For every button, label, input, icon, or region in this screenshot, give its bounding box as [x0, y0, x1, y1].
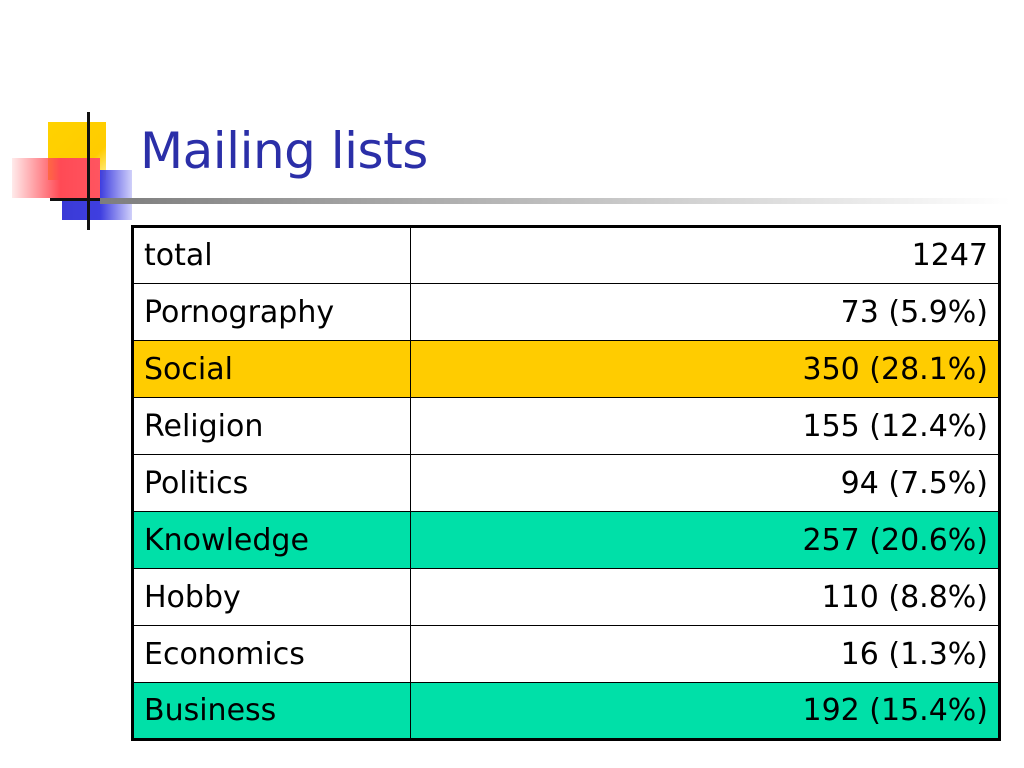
row-label: Religion [132, 397, 411, 455]
row-value: 110 (8.8%) [410, 568, 1000, 626]
row-value: 1247 [410, 226, 1000, 284]
mailing-lists-table: total 1247 Pornography 73 (5.9%) Social … [131, 225, 1001, 741]
row-label: Knowledge [132, 511, 411, 569]
table-row: Knowledge 257 (20.6%) [132, 511, 1000, 569]
table-row: Business 192 (15.4%) [132, 682, 1000, 740]
row-label: Hobby [132, 568, 411, 626]
table-row: Religion 155 (12.4%) [132, 397, 1000, 455]
logo-horizontal-line [50, 198, 130, 201]
table-row: Hobby 110 (8.8%) [132, 568, 1000, 626]
row-label: Politics [132, 454, 411, 512]
row-label: Social [132, 340, 411, 398]
row-label: Pornography [132, 283, 411, 341]
slide-logo-decoration [0, 0, 140, 240]
slide-title: Mailing lists [140, 122, 428, 180]
row-value: 16 (1.3%) [410, 625, 1000, 683]
row-value: 192 (15.4%) [410, 682, 1000, 740]
table-row: Politics 94 (7.5%) [132, 454, 1000, 512]
row-value: 257 (20.6%) [410, 511, 1000, 569]
row-value: 73 (5.9%) [410, 283, 1000, 341]
logo-vertical-line [87, 112, 90, 230]
row-label: total [132, 226, 411, 284]
logo-red-bar [12, 158, 100, 198]
table-row: Social 350 (28.1%) [132, 340, 1000, 398]
row-value: 350 (28.1%) [410, 340, 1000, 398]
table-row: Economics 16 (1.3%) [132, 625, 1000, 683]
table-row: Pornography 73 (5.9%) [132, 283, 1000, 341]
table-row: total 1247 [132, 226, 1000, 284]
row-value: 155 (12.4%) [410, 397, 1000, 455]
row-label: Business [132, 682, 411, 740]
row-value: 94 (7.5%) [410, 454, 1000, 512]
row-label: Economics [132, 625, 411, 683]
title-underline [100, 198, 1010, 204]
